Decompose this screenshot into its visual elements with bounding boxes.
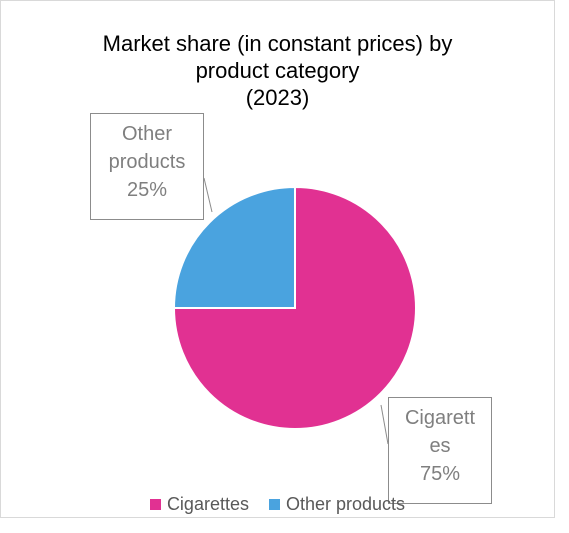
legend-label-cigarettes: Cigarettes (166, 494, 249, 514)
data-label-other-products: Other products 25% (90, 113, 204, 220)
chart-border (0, 0, 555, 518)
leader-line-other-products (203, 177, 213, 213)
chart-title-line-1: Market share (in constant prices) by (102, 31, 453, 56)
legend-item-other-products: Other products (268, 494, 406, 515)
data-label-cigarettes-line-3: 75% (419, 463, 461, 485)
leader-line-cigarettes (380, 404, 389, 445)
data-label-other-products-line-2: products (108, 151, 186, 173)
legend-label-other-products: Other products (285, 494, 406, 514)
pie-slice-other-products (172, 185, 296, 309)
chart-title-line-2: product category (195, 58, 360, 83)
leader-lines (203, 177, 389, 445)
legend-swatch-other-products (268, 499, 280, 510)
legend-item-cigarettes: Cigarettes (149, 494, 249, 515)
data-label-cigarettes: Cigarett es 75% (388, 397, 492, 504)
data-label-other-products-line-3: 25% (126, 179, 168, 201)
legend: Cigarettes Other products (0, 494, 555, 515)
legend-swatch-cigarettes (149, 499, 161, 510)
data-label-cigarettes-line-2: es (429, 435, 451, 457)
data-label-cigarettes-line-1: Cigarett (404, 407, 476, 429)
chart-title: Market share (in constant prices) by pro… (0, 30, 555, 111)
pie-slices (172, 185, 417, 430)
data-label-other-products-line-1: Other (121, 123, 173, 145)
chart-title-line-3: (2023) (245, 85, 310, 110)
